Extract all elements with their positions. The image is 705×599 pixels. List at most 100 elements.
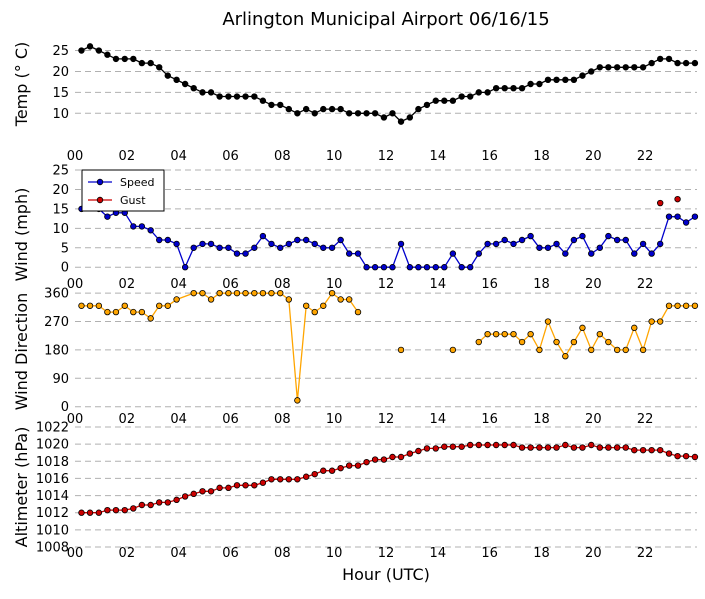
data-point-direction — [294, 397, 301, 404]
data-point-temp — [181, 80, 189, 88]
data-point-temp — [156, 64, 163, 71]
data-point-direction — [674, 302, 681, 309]
data-point-altimeter — [181, 493, 189, 500]
data-point-temp — [639, 64, 647, 71]
data-point-direction — [536, 346, 543, 354]
data-point-wind — [233, 250, 241, 257]
y-tick-label-altimeter: 1012 — [36, 506, 69, 521]
y-tick-label-wind: 10 — [52, 222, 69, 237]
data-point-altimeter — [467, 441, 474, 449]
data-point-temp — [138, 59, 146, 67]
data-point-temp — [112, 55, 120, 63]
data-point-altimeter — [104, 506, 111, 514]
x-tick-label-wind: 04 — [170, 277, 187, 292]
data-point-temp — [95, 47, 103, 54]
x-tick-label-altimeter: 08 — [274, 546, 291, 561]
data-point-direction — [510, 330, 517, 338]
data-point-wind — [475, 250, 482, 257]
x-tick-label-direction: 06 — [222, 412, 239, 427]
x-tick-label-direction: 00 — [67, 412, 84, 427]
data-point-direction — [527, 330, 534, 338]
data-point-wind — [277, 244, 284, 251]
x-tick-label-temp: 16 — [481, 149, 498, 164]
data-point-temp — [380, 114, 388, 121]
data-point-wind — [156, 236, 163, 244]
data-point-direction — [130, 308, 137, 316]
data-point-wind — [492, 240, 500, 248]
data-point-altimeter — [510, 441, 517, 449]
data-point-wind — [173, 240, 180, 248]
data-point-altimeter — [294, 476, 301, 483]
data-point-altimeter — [484, 441, 491, 449]
data-point-altimeter — [596, 444, 604, 451]
data-point-wind — [181, 264, 189, 271]
chart-title: Arlington Municipal Airport 06/16/15 — [222, 9, 549, 30]
data-point-direction — [588, 346, 595, 354]
data-point-altimeter — [631, 446, 638, 454]
y-tick-label-direction: 0 — [61, 400, 69, 415]
data-point-wind — [536, 244, 543, 251]
data-point-altimeter — [380, 456, 388, 463]
data-point-wind — [104, 213, 111, 220]
data-point-temp — [682, 59, 690, 67]
data-point-temp — [199, 89, 206, 96]
data-point-temp — [406, 114, 414, 121]
legend-marker-gust — [96, 196, 104, 204]
x-tick-label-direction: 10 — [326, 412, 343, 427]
data-point-wind — [613, 236, 621, 244]
x-tick-label-direction: 16 — [481, 412, 498, 427]
data-point-wind — [415, 264, 422, 271]
data-point-wind — [302, 236, 310, 244]
data-point-direction — [501, 330, 508, 338]
data-point-altimeter — [164, 499, 171, 506]
y-tick-label-temp: 20 — [52, 65, 69, 80]
data-point-wind — [328, 244, 336, 251]
y-tick-label-direction: 270 — [44, 315, 69, 330]
data-point-temp — [259, 97, 267, 104]
data-point-temp — [190, 84, 197, 92]
data-point-temp — [536, 80, 543, 88]
x-tick-label-altimeter: 12 — [378, 546, 395, 561]
data-point-wind — [432, 264, 439, 271]
panel-wind: 0 5 10 15 20 25 00 02 04 06 08 10 12 14 16 18 20 22 Wind (… — [12, 164, 699, 292]
x-tick-label-temp: 08 — [274, 149, 291, 164]
data-point-wind — [596, 244, 604, 251]
data-point-wind — [631, 250, 638, 257]
data-point-wind — [268, 240, 275, 248]
data-point-wind — [225, 244, 232, 251]
data-point-direction — [251, 289, 258, 297]
data-point-altimeter — [268, 476, 275, 483]
data-point-altimeter — [441, 443, 448, 450]
data-point-altimeter — [320, 467, 327, 474]
data-point-direction — [138, 308, 146, 316]
data-point-wind — [345, 250, 353, 257]
data-point-altimeter — [449, 443, 457, 450]
data-point-wind — [674, 195, 681, 203]
data-point-wind — [639, 240, 647, 248]
x-tick-label-altimeter: 20 — [585, 546, 602, 561]
data-point-temp — [579, 72, 586, 79]
data-point-altimeter — [95, 509, 103, 516]
data-point-temp — [363, 110, 370, 117]
data-point-temp — [432, 97, 439, 104]
data-point-temp — [553, 76, 560, 84]
data-point-altimeter — [242, 482, 249, 489]
x-tick-label-altimeter: 06 — [222, 546, 239, 561]
panel-temp: 10 15 20 25 00 02 04 06 08 10 12 14 16 18 20 22 Temp (° … — [12, 42, 699, 164]
data-point-wind — [518, 236, 526, 244]
x-tick-label-altimeter: 22 — [637, 546, 654, 561]
data-point-temp — [527, 80, 534, 88]
data-point-altimeter — [156, 499, 163, 506]
data-point-altimeter — [527, 444, 534, 451]
data-point-wind — [380, 264, 388, 271]
x-tick-label-altimeter: 14 — [430, 546, 447, 561]
x-tick-label-altimeter: 04 — [170, 546, 187, 561]
data-point-temp — [173, 76, 180, 84]
data-point-temp — [441, 97, 448, 104]
data-point-temp — [320, 105, 327, 113]
data-point-temp — [415, 105, 422, 113]
data-point-direction — [544, 318, 552, 325]
data-point-direction — [449, 346, 457, 354]
data-point-altimeter — [570, 444, 578, 451]
